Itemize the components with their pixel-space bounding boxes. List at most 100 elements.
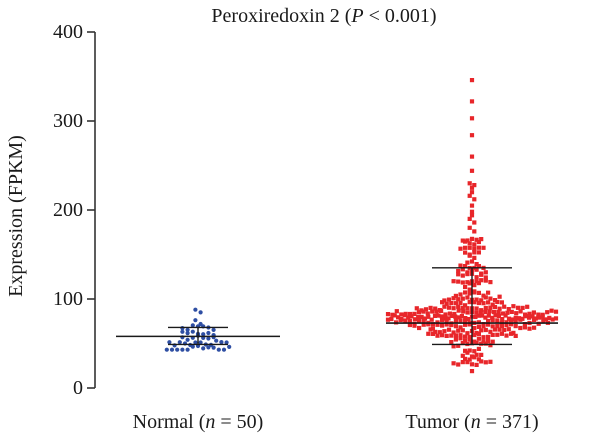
data-point <box>479 308 484 313</box>
data-point <box>540 314 545 319</box>
data-point <box>465 280 470 285</box>
data-point <box>488 359 493 364</box>
data-point <box>463 316 468 321</box>
data-point <box>417 325 422 331</box>
data-point <box>446 327 452 332</box>
data-point <box>460 296 465 301</box>
data-point <box>474 262 479 267</box>
data-point <box>451 344 456 349</box>
data-point <box>456 308 461 313</box>
data-point <box>467 281 472 286</box>
data-point <box>479 352 484 357</box>
data-point <box>461 309 466 314</box>
data-point <box>483 341 488 346</box>
data-points <box>164 78 559 374</box>
data-point <box>541 318 546 323</box>
data-point <box>511 330 516 335</box>
data-point <box>483 278 488 283</box>
data-point <box>412 323 417 328</box>
data-point <box>531 310 536 315</box>
data-point <box>435 322 440 327</box>
data-point <box>460 328 465 333</box>
data-point <box>463 348 468 353</box>
data-point <box>479 272 484 277</box>
data-point <box>472 300 477 305</box>
data-point <box>469 203 475 208</box>
data-point <box>472 220 477 225</box>
data-point <box>481 324 486 329</box>
data-point <box>463 303 468 308</box>
data-point <box>469 78 475 83</box>
data-point <box>399 312 404 317</box>
data-point <box>463 245 468 250</box>
data-point <box>412 311 417 316</box>
data-point <box>396 315 401 320</box>
data-point <box>185 331 190 336</box>
data-point <box>467 216 472 221</box>
data-point <box>476 239 481 245</box>
data-point <box>469 209 475 214</box>
data-point <box>486 313 491 318</box>
data-point <box>469 168 475 173</box>
data-point <box>458 333 463 338</box>
data-point <box>474 306 479 311</box>
data-point <box>469 99 475 104</box>
data-point <box>426 322 431 327</box>
data-point <box>488 343 493 348</box>
data-point <box>460 280 465 285</box>
data-point <box>495 332 500 337</box>
data-point <box>398 317 403 323</box>
data-point <box>439 308 444 313</box>
data-point <box>460 238 465 243</box>
data-point <box>469 259 475 264</box>
data-point <box>453 301 458 306</box>
data-point <box>520 305 525 310</box>
data-point <box>495 324 500 329</box>
data-point <box>479 298 484 303</box>
data-point <box>412 317 417 322</box>
data-point <box>506 327 511 332</box>
data-point <box>458 300 463 305</box>
data-point <box>463 290 468 295</box>
data-point <box>486 339 491 344</box>
error-bars <box>116 267 558 346</box>
data-point <box>502 327 507 333</box>
data-point <box>433 329 438 334</box>
data-point <box>490 332 495 337</box>
data-point <box>451 279 456 284</box>
data-point <box>483 295 488 300</box>
data-point <box>211 345 216 350</box>
data-point <box>169 347 175 352</box>
data-point <box>421 322 426 327</box>
data-point <box>467 287 472 292</box>
data-point <box>444 322 449 327</box>
data-point <box>408 311 413 317</box>
data-point <box>456 304 461 309</box>
data-point <box>492 298 498 303</box>
data-point <box>465 272 470 277</box>
data-point <box>479 359 484 364</box>
data-point <box>514 311 519 316</box>
data-point <box>472 250 477 255</box>
data-point <box>527 326 532 331</box>
data-point <box>483 309 488 315</box>
data-point <box>394 309 399 314</box>
data-point <box>476 300 481 306</box>
data-point <box>449 333 454 338</box>
data-point <box>474 352 479 357</box>
data-point <box>474 297 479 302</box>
data-point <box>495 318 500 323</box>
data-point <box>190 323 195 328</box>
data-point <box>430 309 435 314</box>
data-point <box>509 331 514 336</box>
data-point <box>481 335 486 340</box>
data-point <box>463 322 468 327</box>
data-point <box>453 337 458 342</box>
data-point <box>509 309 514 314</box>
data-point <box>509 322 514 327</box>
data-point <box>453 333 458 338</box>
data-point <box>513 315 518 320</box>
data-point <box>221 347 227 352</box>
data-point <box>458 336 463 341</box>
data-point <box>449 313 454 318</box>
